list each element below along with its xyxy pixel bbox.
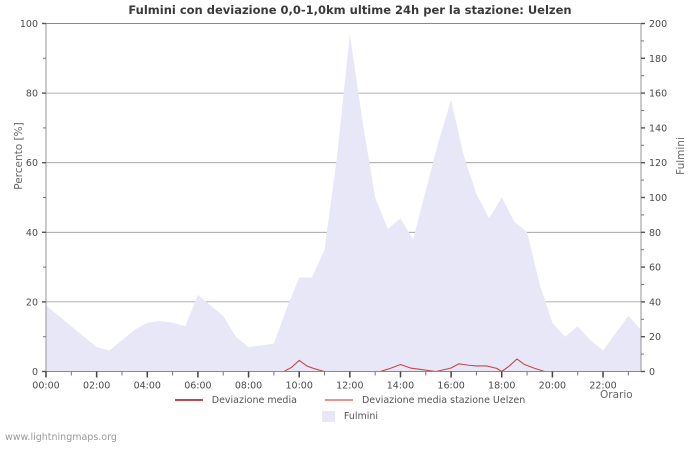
svg-text:02:00: 02:00	[83, 381, 110, 392]
svg-text:22:00: 22:00	[589, 381, 616, 392]
legend-item-deviazione-media-stazione: Deviazione media stazione Uelzen	[324, 394, 526, 406]
svg-text:16:00: 16:00	[437, 381, 464, 392]
svg-text:14:00: 14:00	[387, 381, 414, 392]
legend-label: Deviazione media stazione Uelzen	[361, 394, 526, 406]
svg-text:160: 160	[649, 89, 667, 100]
svg-text:180: 180	[649, 54, 667, 65]
svg-text:18:00: 18:00	[488, 381, 515, 392]
svg-text:60: 60	[26, 158, 38, 169]
svg-text:0: 0	[649, 367, 655, 378]
legend-line-swatch	[174, 399, 203, 401]
svg-text:0: 0	[32, 367, 38, 378]
chart-legend: Deviazione media Deviazione media stazio…	[0, 392, 700, 424]
chart-title: Fulmini con deviazione 0,0-1,0km ultime …	[128, 3, 572, 17]
svg-text:80: 80	[649, 228, 661, 239]
svg-text:20: 20	[649, 332, 661, 343]
svg-text:200: 200	[649, 19, 667, 30]
legend-item-deviazione-media: Deviazione media	[174, 394, 297, 406]
legend-line-swatch	[324, 399, 353, 401]
legend-label: Deviazione media	[211, 394, 297, 406]
svg-text:20:00: 20:00	[539, 381, 566, 392]
svg-text:100: 100	[20, 19, 38, 30]
svg-text:08:00: 08:00	[235, 381, 262, 392]
svg-text:10:00: 10:00	[285, 381, 312, 392]
svg-text:00:00: 00:00	[32, 381, 59, 392]
footer-url: www.lightningmaps.org	[5, 432, 117, 443]
svg-text:20: 20	[26, 297, 38, 308]
legend-label: Fulmini	[343, 410, 379, 422]
legend-row-2: Fulmini	[0, 408, 700, 424]
svg-text:120: 120	[649, 158, 667, 169]
svg-text:60: 60	[649, 263, 661, 274]
svg-text:40: 40	[26, 228, 38, 239]
legend-row-1: Deviazione media Deviazione media stazio…	[0, 392, 700, 408]
svg-text:12:00: 12:00	[336, 381, 363, 392]
legend-box-swatch	[321, 410, 335, 422]
svg-text:06:00: 06:00	[184, 381, 211, 392]
svg-text:04:00: 04:00	[134, 381, 161, 392]
svg-text:40: 40	[649, 297, 661, 308]
legend-item-fulmini: Fulmini	[321, 410, 379, 422]
x-axis-label: Orario	[600, 389, 633, 401]
svg-text:140: 140	[649, 123, 667, 134]
svg-text:80: 80	[26, 89, 38, 100]
svg-text:100: 100	[649, 193, 667, 204]
